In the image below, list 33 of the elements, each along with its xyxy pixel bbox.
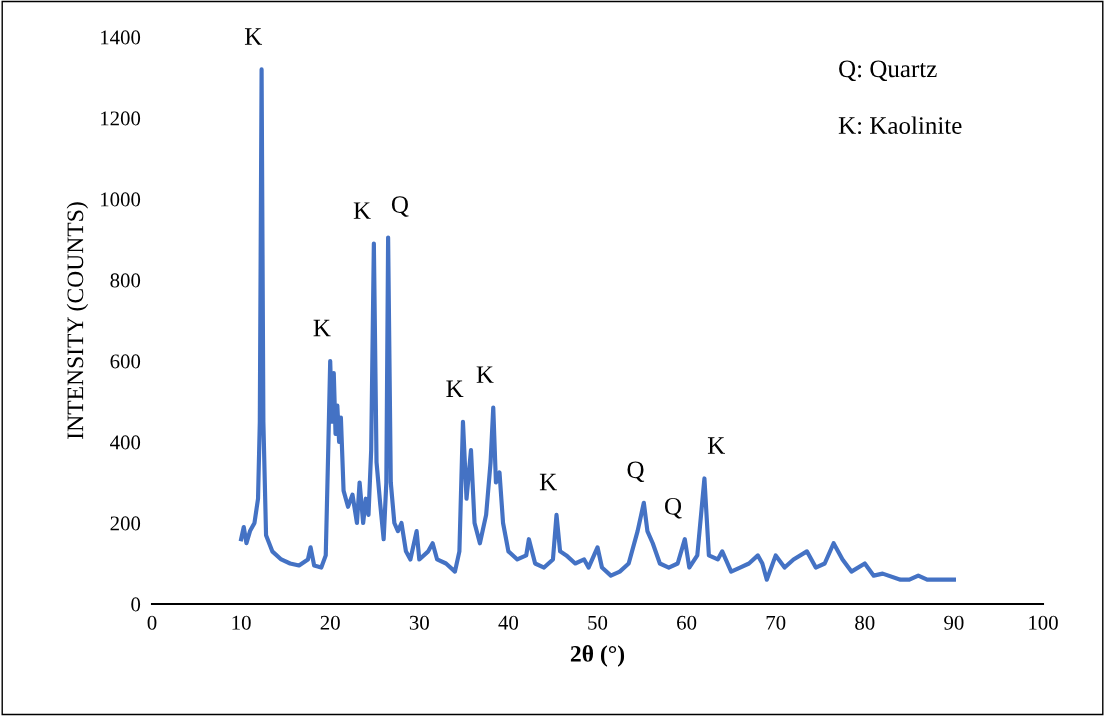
annotation: K	[313, 319, 331, 337]
annotation: K	[446, 380, 464, 397]
y-tick-label: 400	[110, 435, 141, 450]
annotation: K	[539, 473, 557, 491]
y-axis-title: INTENSITY (COUNTS)	[66, 202, 89, 439]
annotation: K	[707, 437, 725, 454]
x-tick-label: 70	[766, 615, 786, 630]
x-tick-label: 80	[855, 615, 875, 630]
x-tick-label: 60	[677, 615, 697, 630]
y-tick-label: 1400	[101, 30, 141, 45]
x-tick-label: 100	[1029, 615, 1058, 630]
x-tick-label: 0	[147, 615, 157, 630]
annotation: Q: Quartz	[839, 60, 937, 82]
annotation: K: Kaolinite	[838, 116, 962, 135]
annotation: K	[353, 202, 371, 219]
annotation: Q	[391, 196, 409, 217]
x-tick-label: 90	[944, 615, 964, 630]
annotation: K	[476, 366, 494, 383]
y-tick-label: 600	[110, 354, 141, 369]
x-tick-label: 10	[232, 615, 251, 630]
y-tick-label: 200	[110, 516, 141, 531]
x-tick-label: 50	[588, 615, 608, 630]
y-tick-label: 1000	[101, 192, 141, 207]
annotation: Q	[627, 461, 645, 483]
annotation: Q	[665, 497, 682, 519]
annotation: K	[244, 28, 263, 45]
x-axis-title: 2θ (°)	[570, 645, 625, 667]
x-tick-label: 40	[498, 615, 519, 630]
x-tick-label: 20	[320, 615, 340, 630]
x-tick-label: 30	[409, 615, 429, 630]
y-tick-label: 0	[131, 597, 141, 612]
y-tick-label: 1200	[101, 111, 141, 126]
y-tick-label: 800	[110, 273, 141, 288]
